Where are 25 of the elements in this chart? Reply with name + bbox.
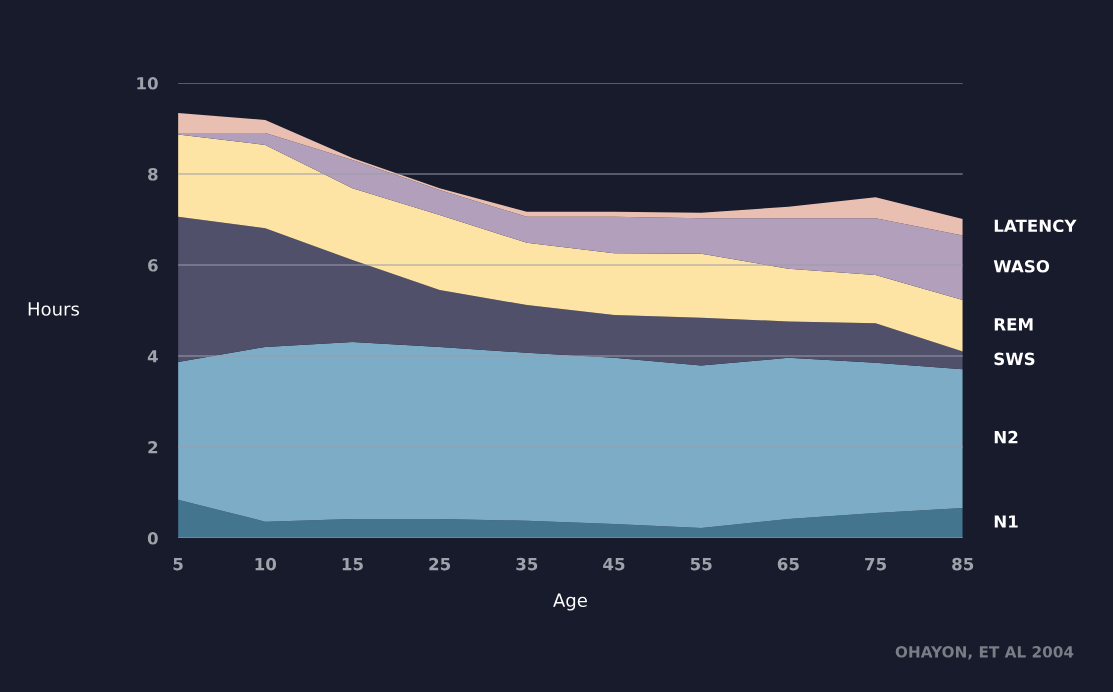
series-label: SWS	[994, 352, 1035, 366]
series-label: N2	[994, 430, 1018, 444]
x-tick-label: 55	[690, 557, 712, 571]
x-tick-label: 65	[777, 557, 799, 571]
y-tick-label: 2	[148, 440, 158, 454]
y-axis-title: Hours	[28, 302, 80, 316]
x-tick-label: 5	[173, 557, 183, 571]
y-tick-label: 4	[147, 350, 158, 363]
text: OHAYON, ET AL 2004	[895, 646, 1074, 660]
x-tick-label: 45	[603, 557, 625, 571]
x-tick-label: 25	[429, 557, 451, 571]
x-axis-title: Age	[553, 593, 587, 611]
series-label: WASO	[993, 260, 1050, 273]
x-tick-label: 75	[865, 557, 886, 571]
x-tick-label: 35	[516, 557, 538, 571]
x-tick-label: 85	[952, 557, 974, 571]
series-label: REM	[994, 318, 1033, 331]
y-tick-label: 10	[137, 77, 158, 90]
series-label: N1	[994, 515, 1018, 528]
y-tick-label: 6	[148, 259, 158, 272]
series-label: LATENCY	[994, 219, 1077, 233]
x-tick-label: 15	[342, 557, 363, 571]
x-tick-label: 10	[255, 557, 277, 571]
y-tick-label: 8	[148, 168, 158, 181]
y-tick-label: 0	[147, 531, 158, 545]
